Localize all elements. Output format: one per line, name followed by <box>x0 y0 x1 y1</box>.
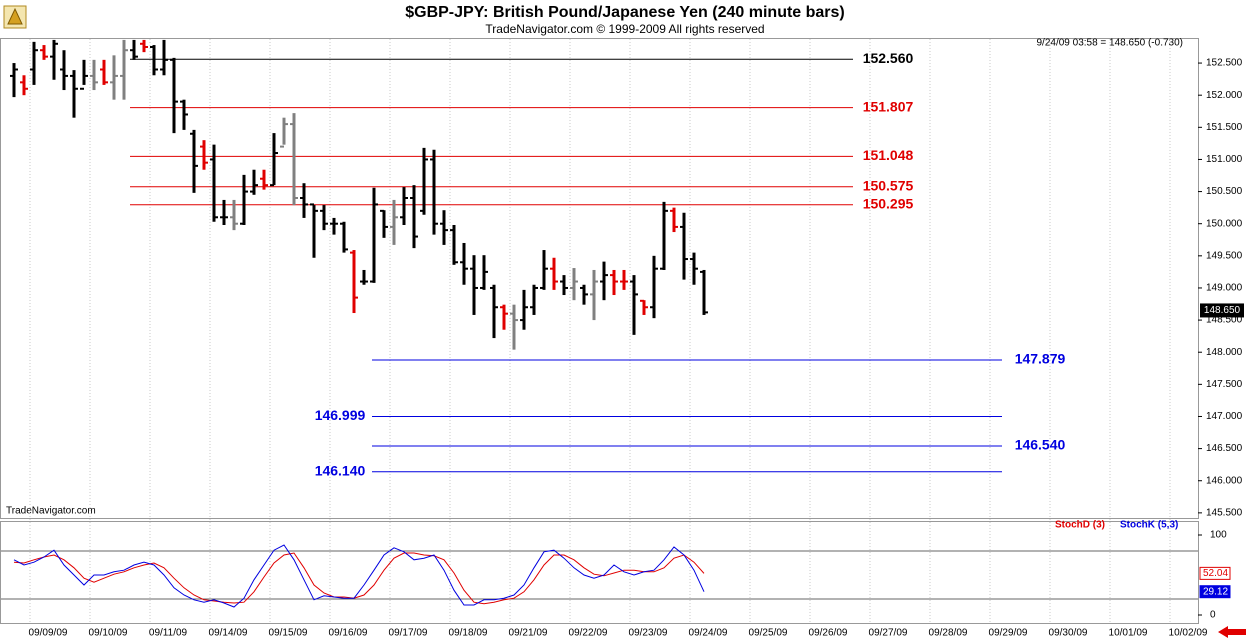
y-tick-label: 152.000 <box>1206 90 1243 101</box>
legend-entry: StochK (5,3) <box>1120 520 1178 531</box>
last-value-box <box>1199 566 1231 580</box>
y-tick-label: 149.000 <box>1206 283 1243 294</box>
title: $GBP-JPY: British Pound/Japanese Yen (24… <box>405 4 845 21</box>
x-tick-label: 09/11/09 <box>149 628 188 639</box>
x-tick-label: 09/25/09 <box>749 628 788 639</box>
level-label: 146.999 <box>315 407 366 423</box>
last-price-label: 148.650 <box>1204 305 1241 316</box>
y-tick-label: 100 <box>1210 530 1227 541</box>
x-tick-label: 09/18/09 <box>449 628 488 639</box>
x-tick-label: 09/29/09 <box>989 628 1028 639</box>
legend-entry: StochD (3) <box>1055 520 1105 531</box>
y-tick-label: 152.500 <box>1206 58 1243 69</box>
quote: 9/24/09 03:58 = 148.650 (-0.730) <box>1036 38 1183 49</box>
level-label: 146.540 <box>1015 437 1066 453</box>
stoch-line <box>13 552 705 605</box>
x-tick-label: 09/21/09 <box>509 628 548 639</box>
x-tick-label: 09/09/09 <box>29 628 68 639</box>
stoch-panel <box>0 521 1199 624</box>
level-label: 150.575 <box>863 177 914 193</box>
y-tick-label: 149.500 <box>1206 250 1243 261</box>
y-tick-label: 151.000 <box>1206 154 1243 165</box>
x-tick-label: 09/24/09 <box>689 628 728 639</box>
y-tick-label: 145.500 <box>1206 508 1243 519</box>
level-label: 151.807 <box>863 98 914 114</box>
last-price-box <box>1200 303 1244 318</box>
scroll-arrow[interactable] <box>1218 626 1246 638</box>
level-label: 150.295 <box>863 195 914 211</box>
y-tick-label: 0 <box>1210 610 1216 621</box>
last-value-label: 29.12 <box>1203 586 1228 597</box>
level-label: 147.879 <box>1015 351 1066 367</box>
y-tick-label: 147.000 <box>1206 411 1243 422</box>
stoch-line <box>13 544 705 608</box>
logo <box>3 5 27 29</box>
last-value-label: 52.04 <box>1203 568 1228 579</box>
subtitle: TradeNavigator.com © 1999-2009 All right… <box>485 22 764 36</box>
y-tick-label: 150.500 <box>1206 186 1243 197</box>
y-tick-label: 148.000 <box>1206 347 1243 358</box>
x-tick-label: 09/23/09 <box>629 628 668 639</box>
last-value-box <box>1199 585 1231 599</box>
x-tick-label: 09/26/09 <box>809 628 848 639</box>
y-tick-label: 146.000 <box>1206 475 1243 486</box>
y-tick-label: 151.500 <box>1206 122 1243 133</box>
y-tick-label: 146.500 <box>1206 443 1243 454</box>
y-tick-label: 147.500 <box>1206 379 1243 390</box>
y-tick-label: 150.000 <box>1206 218 1243 229</box>
level-label: 152.560 <box>863 50 914 66</box>
watermark: TradeNavigator.com <box>6 506 96 517</box>
level-label: 151.048 <box>863 147 914 163</box>
x-tick-label: 10/02/09 <box>1169 628 1208 639</box>
y-tick-label: 148.500 <box>1206 315 1243 326</box>
level-label: 146.140 <box>315 462 366 478</box>
x-tick-label: 09/28/09 <box>929 628 968 639</box>
x-tick-label: 09/10/09 <box>89 628 128 639</box>
x-tick-label: 09/22/09 <box>569 628 608 639</box>
x-tick-label: 09/30/09 <box>1049 628 1088 639</box>
x-tick-label: 10/01/09 <box>1109 628 1148 639</box>
price-panel <box>0 38 1199 519</box>
x-tick-label: 09/16/09 <box>329 628 368 639</box>
x-tick-label: 09/15/09 <box>269 628 308 639</box>
x-tick-label: 09/14/09 <box>209 628 248 639</box>
x-tick-label: 09/17/09 <box>389 628 428 639</box>
x-tick-label: 09/27/09 <box>869 628 908 639</box>
